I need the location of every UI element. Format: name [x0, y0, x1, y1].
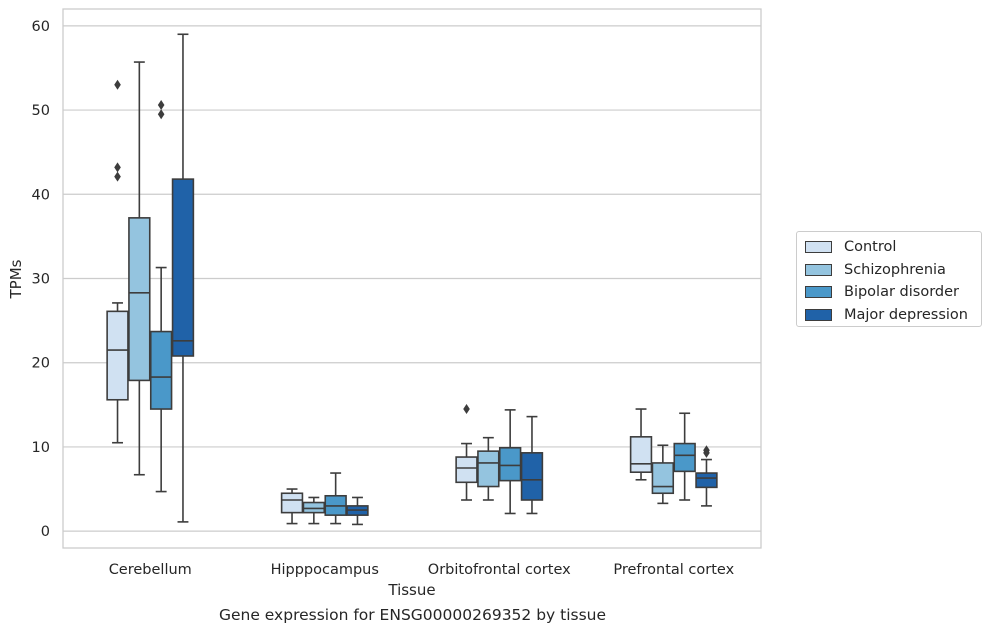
y-tick-label: 20	[32, 356, 50, 372]
y-tick-label: 0	[41, 524, 50, 540]
box	[695, 472, 718, 489]
outlier-point	[463, 404, 470, 415]
legend-swatch	[805, 241, 832, 254]
outlier-point	[703, 447, 710, 458]
y-tick-label: 30	[32, 272, 50, 288]
x-tick-labels: Cerebellum Hipppocampus Orbitofrontal cort…	[109, 562, 735, 578]
box	[520, 452, 544, 501]
outlier-point	[157, 109, 165, 120]
box	[651, 462, 675, 495]
y-tick-label: 10	[32, 440, 50, 456]
box	[629, 436, 653, 474]
box	[302, 501, 326, 514]
box	[171, 178, 195, 357]
legend-label: Major depression	[844, 306, 968, 323]
box	[128, 217, 151, 382]
legend-item-major-depression: Major depression	[805, 304, 981, 327]
box	[498, 446, 522, 482]
figure-caption: Gene expression for ENSG00000269352 by t…	[218, 606, 607, 624]
legend-label: Schizophrenia	[844, 261, 946, 278]
y-tick-label: 60	[32, 19, 50, 35]
legend-item-bipolar-disorder: Bipolar disorder	[805, 281, 981, 304]
x-axis-label: Tissue	[387, 581, 435, 599]
box	[106, 310, 129, 401]
y-tick-label: 40	[32, 187, 50, 203]
legend-swatch	[805, 263, 832, 276]
outlier-point	[114, 171, 121, 182]
box-groups	[106, 33, 718, 526]
legend-item-schizophrenia: Schizophrenia	[805, 259, 981, 282]
x-tick-label: Hipppocampus	[271, 562, 379, 578]
legend-swatch	[805, 308, 832, 321]
legend-swatch	[805, 286, 832, 299]
box	[673, 442, 696, 473]
outlier-point	[157, 100, 165, 111]
y-tick-label: 50	[32, 103, 50, 119]
box	[477, 450, 500, 488]
box	[455, 456, 478, 484]
x-tick-label: Prefrontal cortex	[613, 562, 734, 578]
box	[280, 492, 304, 514]
y-axis-label: TPMs	[7, 259, 25, 299]
legend: Control Schizophrenia Bipolar disorder M…	[796, 231, 982, 327]
legend-label: Control	[844, 239, 897, 256]
legend-item-control: Control	[805, 236, 981, 259]
outlier-point	[114, 162, 121, 173]
legend-label: Bipolar disorder	[844, 284, 959, 301]
outlier-point	[114, 79, 121, 90]
y-tick-labels: 0 10 20 30 40 50 60	[32, 19, 50, 540]
box	[149, 330, 173, 410]
x-tick-label: Cerebellum	[109, 562, 192, 578]
x-tick-label: Orbitofrontal cortex	[428, 562, 571, 578]
